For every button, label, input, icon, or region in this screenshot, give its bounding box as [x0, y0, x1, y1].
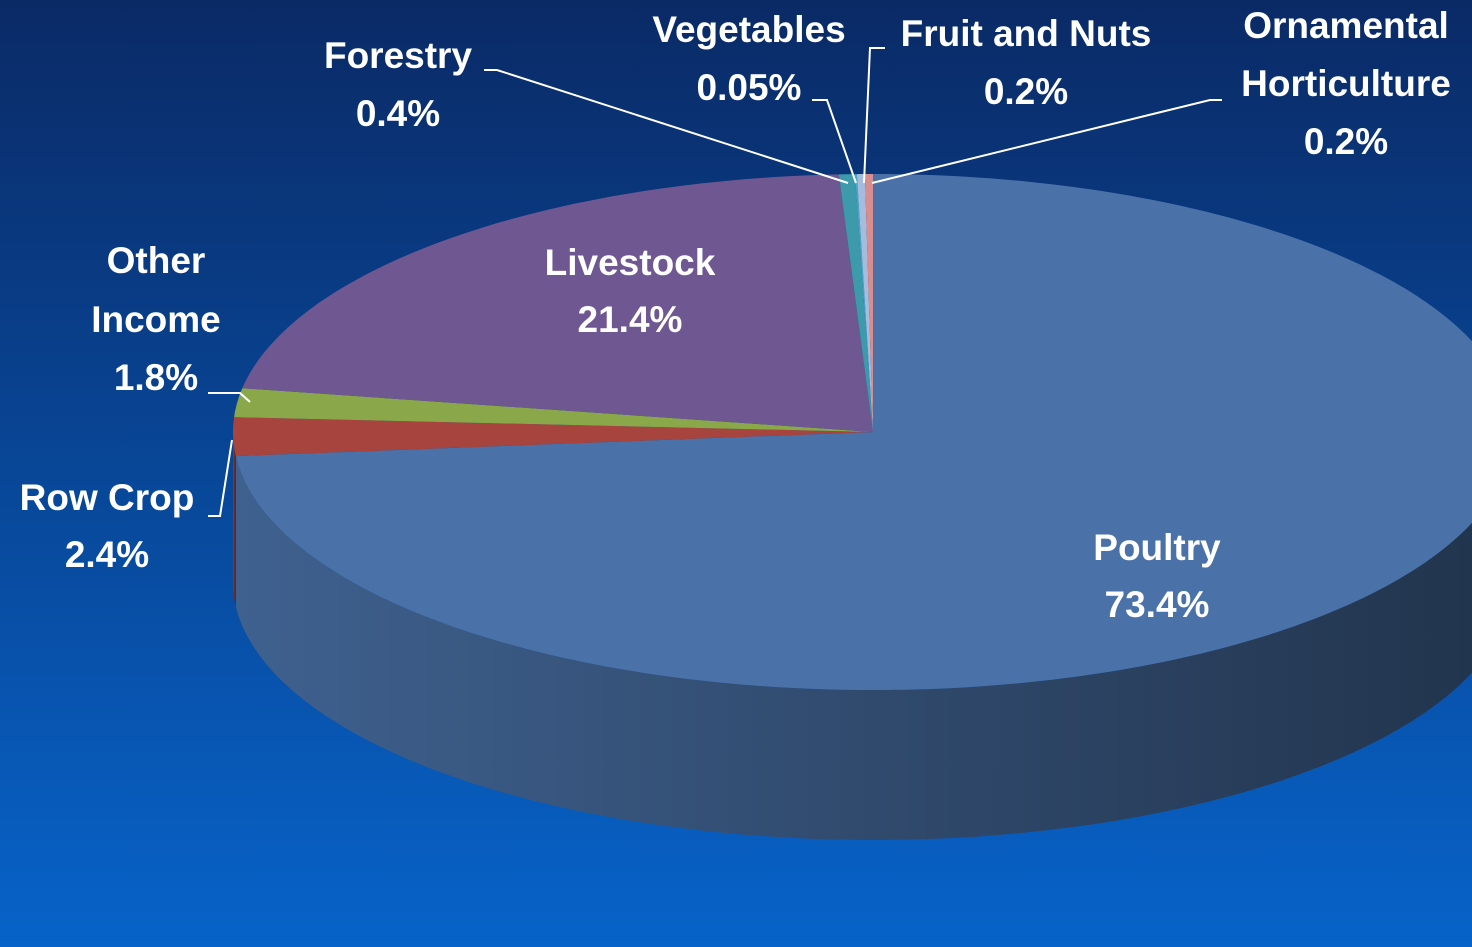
slice	[864, 174, 873, 432]
slice	[242, 174, 874, 432]
leader-line	[484, 69, 849, 184]
value-label: 73.4%	[1105, 584, 1210, 625]
slice-label: Other Income	[91, 240, 221, 340]
slice	[235, 174, 1472, 690]
pie-sides	[233, 432, 1472, 840]
leader-line	[812, 99, 857, 184]
slice-label: Vegetables	[652, 9, 845, 50]
slice	[854, 174, 873, 432]
value-label: 1.8%	[114, 357, 198, 398]
value-label: 21.4%	[578, 299, 683, 340]
slice-label: Ornamental Horticulture	[1241, 5, 1451, 104]
value-label: 2.4%	[65, 534, 149, 575]
slice-label: Fruit and Nuts	[901, 13, 1152, 54]
slice-side-shade	[235, 456, 1472, 840]
value-label: 0.4%	[356, 93, 440, 134]
value-label: 0.2%	[1304, 121, 1388, 162]
slice	[233, 417, 873, 457]
leader-line	[208, 392, 251, 403]
slice	[838, 174, 873, 432]
leader-line	[208, 439, 233, 517]
slice-label: Poultry	[1093, 527, 1221, 568]
leader-line	[863, 47, 885, 184]
slice	[234, 388, 874, 432]
value-label: 0.05%	[697, 67, 802, 108]
slice	[856, 174, 873, 432]
labels: Poultry 73.4% Row Crop 2.4% Other Income 1.8% L…	[20, 5, 1451, 625]
slice-side-shade	[233, 432, 236, 607]
slice-label: Livestock	[545, 242, 716, 283]
leader-line	[871, 99, 1222, 184]
slice-label: Forestry	[324, 35, 472, 76]
slice-label: Row Crop	[20, 477, 195, 518]
pie-tops	[233, 174, 1472, 690]
value-label: 0.2%	[984, 71, 1068, 112]
